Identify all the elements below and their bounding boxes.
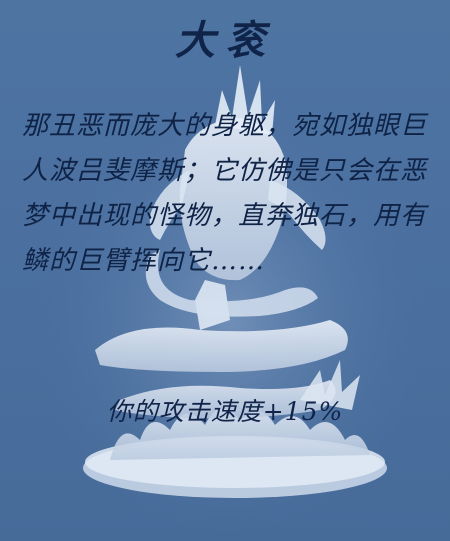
item-effect-text: 你的攻击速度+15% — [106, 397, 344, 426]
item-lore-text: 那丑恶而庞大的身躯，宛如独眼巨人波吕斐摩斯；它仿佛是只会在恶梦中出现的怪物，直奔… — [22, 111, 428, 276]
item-title: 大衮 — [175, 17, 275, 64]
